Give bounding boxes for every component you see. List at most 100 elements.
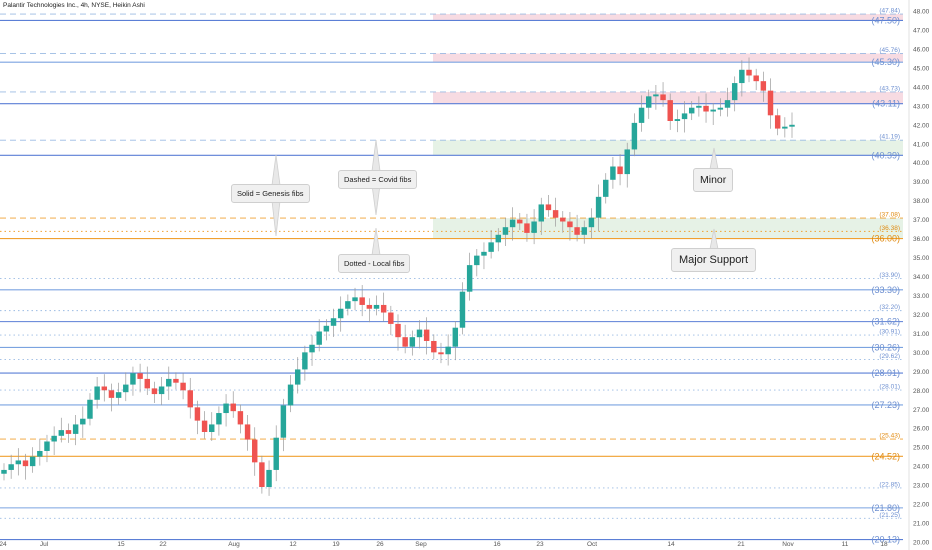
time-tick-label: Nov <box>782 541 794 548</box>
candle-body <box>782 126 788 129</box>
zone-2 <box>433 91 903 104</box>
candle-body <box>137 373 143 379</box>
candle-body <box>724 100 731 108</box>
candle-body <box>731 83 738 101</box>
candle-body <box>37 450 43 457</box>
price-tick-label: 48.00 <box>913 9 930 16</box>
candle-body <box>194 407 201 421</box>
candle-body <box>273 437 279 470</box>
candle-body <box>130 373 136 385</box>
time-tick-label: 15 <box>117 541 125 548</box>
candle-body <box>409 337 416 347</box>
price-tick-label: 47.00 <box>913 27 930 34</box>
price-axis: 20.00 21.00 22.00 23.00 24.00 25.00 26.00 27.00… <box>908 0 930 550</box>
fib-level-label: (28.01) <box>879 384 900 391</box>
price-tick-label: 37.00 <box>913 217 930 224</box>
candle-body <box>108 390 115 398</box>
price-tick-label: 24.00 <box>913 464 930 471</box>
candle-body <box>667 100 673 121</box>
fib-level-label: (37.08) <box>879 212 900 219</box>
price-tick-label: 33.00 <box>913 293 930 300</box>
price-tick-label: 43.00 <box>913 103 930 110</box>
time-tick-label: Jul <box>40 541 49 548</box>
time-tick-label: 16 <box>493 541 501 548</box>
time-tick-label: 22 <box>159 541 167 548</box>
candle-body <box>710 109 716 112</box>
candle-body <box>617 166 623 175</box>
candle-body <box>445 346 451 355</box>
candle-body <box>15 460 22 465</box>
candle-body <box>603 179 609 197</box>
candle-body <box>345 301 351 309</box>
candle-body <box>466 265 473 292</box>
candle-body <box>1 469 7 474</box>
price-tick-label: 44.00 <box>913 84 930 91</box>
fib-level-label: (45.76) <box>879 47 900 54</box>
price-tick-label: 34.00 <box>913 274 930 281</box>
candle-body <box>438 352 444 355</box>
candle-body <box>502 227 509 235</box>
fib-level-label: (22.85) <box>879 481 900 488</box>
price-tick-label: 20.00 <box>913 540 930 547</box>
fib-level-label: (27.23) <box>871 400 900 410</box>
price-tick-label: 28.00 <box>913 388 930 395</box>
candle-body <box>359 297 365 305</box>
candle-body <box>166 378 172 387</box>
price-tick-label: 32.00 <box>913 312 930 319</box>
fib-level-label: (40.39) <box>871 150 900 160</box>
candle-body <box>101 386 108 391</box>
time-tick-label: 14 <box>667 541 675 548</box>
candle-body <box>323 325 330 332</box>
candle-body <box>216 413 222 425</box>
candle-body <box>567 221 573 228</box>
fib-level-label: (47.50) <box>871 15 900 25</box>
fib-level-label: (45.30) <box>871 57 900 67</box>
candle-body <box>638 107 645 123</box>
candle-body <box>80 418 86 425</box>
candle-body <box>380 304 387 313</box>
candle-body <box>29 456 36 467</box>
candle-body <box>774 115 781 129</box>
candle-body <box>330 318 337 326</box>
candle-body <box>474 255 480 266</box>
fib-level-label: (32.20) <box>879 304 900 311</box>
callout-genesis: Solid = Genesis fibs <box>231 184 310 203</box>
fib-level-label: (21.80) <box>871 503 900 513</box>
candle-body <box>588 217 595 228</box>
candle-body <box>416 329 423 338</box>
candle-body <box>495 234 502 243</box>
candle-body <box>259 462 265 488</box>
time-tick-label: 21 <box>737 541 745 548</box>
candle-body <box>252 439 258 463</box>
price-tick-label: 40.00 <box>913 160 930 167</box>
price-tick-label: 36.00 <box>913 236 930 243</box>
candle-body <box>746 69 752 76</box>
zone-0 <box>433 14 903 21</box>
price-tick-label: 39.00 <box>913 179 930 186</box>
candle-body <box>423 329 430 341</box>
fib-level-label: (30.26) <box>871 342 900 352</box>
local-pointer-up <box>371 227 381 256</box>
candle-body <box>481 251 487 256</box>
candle-body <box>44 441 50 451</box>
genesis-pointer-up <box>271 154 281 186</box>
fib-level-label: (31.62) <box>871 317 900 327</box>
fib-level-label: (36.38) <box>879 225 900 232</box>
fib-level-label: (43.73) <box>879 85 900 92</box>
fib-level-label: (20.13) <box>871 535 900 545</box>
fib-level-label: (25.43) <box>879 433 900 440</box>
candle-body <box>144 378 150 389</box>
candle-body <box>316 331 322 345</box>
time-tick-label: 11 <box>842 541 849 548</box>
fib-level-label: (29.62) <box>879 353 900 360</box>
candle-body <box>151 388 158 395</box>
candle-body <box>8 464 14 470</box>
fib-level-label: (43.11) <box>872 99 900 109</box>
time-tick-label: 12 <box>289 541 297 548</box>
candle-body <box>395 323 401 338</box>
candle-body <box>123 384 129 393</box>
candle-body <box>574 227 580 235</box>
candle-body <box>674 119 681 121</box>
candle-body <box>531 221 537 233</box>
price-tick-label: 42.00 <box>913 122 930 129</box>
